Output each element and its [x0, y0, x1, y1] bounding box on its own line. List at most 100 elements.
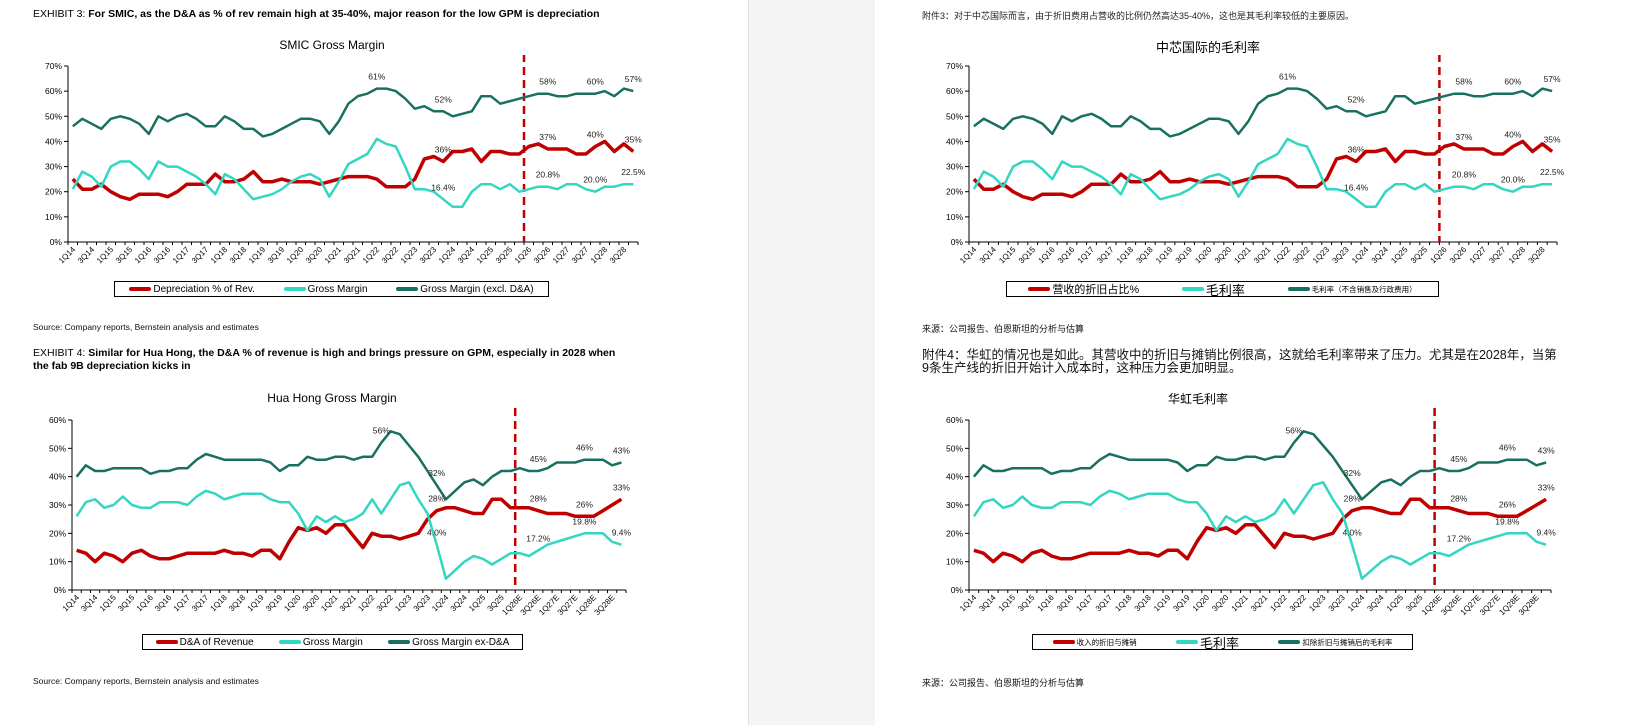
data-label: 56%	[1285, 426, 1302, 436]
y-tick-label: 10%	[45, 212, 62, 222]
data-label: 9.4%	[612, 528, 632, 538]
x-tick-label: 3Q28	[608, 245, 629, 266]
data-label: 22.5%	[1540, 167, 1565, 177]
chinese-page: 附件3：对于中芯国际而言，由于折旧费用占营收的比例仍然高达35-40%，这也是其…	[922, 0, 1637, 725]
x-tick-label: 1Q28E	[1497, 593, 1521, 617]
x-tick-label: 3Q14	[977, 593, 998, 614]
series-line-1	[972, 137, 1553, 209]
source-note-3: Source: Company reports, Bernstein analy…	[33, 322, 259, 332]
y-tick-label: 50%	[45, 111, 62, 121]
x-tick-label: 3Q18	[1135, 245, 1156, 266]
y-tick-label: 50%	[49, 443, 66, 453]
y-tick-label: 10%	[946, 557, 963, 567]
legend-label: Gross Margin (excl. D&A)	[420, 283, 534, 295]
x-tick-label: 1Q25	[467, 593, 488, 614]
data-label: 60%	[1504, 77, 1521, 87]
x-tick-label: 1Q22	[1268, 593, 1289, 614]
legend-label: D&A of Revenue	[179, 636, 254, 648]
exhibit-3-label: EXHIBIT 3:	[33, 8, 89, 20]
x-tick-label: 1Q23	[1307, 593, 1328, 614]
x-tick-label: 3Q21	[338, 593, 359, 614]
legend-item-gross-margin: 毛利率	[1181, 280, 1245, 299]
x-tick-label: 3Q23	[1331, 245, 1352, 266]
data-label: 32%	[428, 468, 445, 478]
x-tick-label: 3Q19	[1174, 245, 1195, 266]
data-label: 28%	[1344, 494, 1361, 504]
x-tick-label: 3Q18	[227, 593, 248, 614]
x-tick-label: 1Q17	[1076, 245, 1097, 266]
x-tick-label: 1Q19	[1152, 593, 1173, 614]
legend-item-da-revenue: D&A of Revenue	[155, 636, 254, 648]
y-tick-label: 30%	[946, 162, 963, 172]
data-label: 33%	[613, 482, 630, 492]
x-tick-label: 1Q24	[430, 593, 451, 614]
x-tick-label: 1Q14	[57, 245, 78, 266]
data-label: 28%	[530, 494, 547, 504]
series-line-1	[71, 137, 634, 209]
chart-smic-cn: 0%10%20%30%40%50%60%70%1Q14 3Q14 1Q15 3Q15 1…	[946, 55, 1565, 266]
series-line-0	[76, 497, 623, 564]
x-tick-label: 3Q17	[1094, 593, 1115, 614]
data-label: 32%	[1344, 468, 1361, 478]
legend-label: 毛利率	[1205, 282, 1245, 298]
data-label: 37%	[1455, 132, 1472, 142]
x-tick-label: 3Q25	[1409, 245, 1430, 266]
x-tick-label: 3Q19	[266, 245, 287, 266]
data-label: 19.8%	[572, 516, 597, 526]
exhibit-3-title: For SMIC, as the D&A as % of rev remain …	[88, 8, 600, 20]
legend-item-depreciation: 营收的折旧占比%	[1028, 281, 1139, 297]
data-label: 60%	[587, 77, 604, 87]
x-tick-label: 3Q15	[1016, 593, 1037, 614]
series-line-2	[72, 87, 634, 138]
chart-smic-en: 0%10%20%30%40%50%60%70%1Q143Q141Q153Q151…	[45, 55, 646, 266]
legend-smic-cn: 营收的折旧占比% 毛利率 毛利率（不含销售及行政费用）	[1006, 280, 1439, 299]
x-tick-label: 1Q25	[475, 245, 496, 266]
chart-title-smic: SMIC Gross Margin	[279, 38, 385, 52]
data-label: 22.5%	[621, 167, 646, 177]
source-note-4: Source: Company reports, Bernstein analy…	[33, 676, 259, 686]
x-tick-label: 3Q15	[1017, 245, 1038, 266]
data-label: 58%	[1455, 77, 1472, 87]
y-tick-label: 10%	[49, 557, 66, 567]
y-tick-label: 20%	[946, 187, 963, 197]
x-tick-label: 3Q22	[375, 593, 396, 614]
exhibit-3-heading-cn: 附件3：对于中芯国际而言，由于折旧费用占营收的比例仍然高达35-40%，这也是其…	[922, 11, 1355, 21]
x-tick-label: 3Q28E	[1517, 593, 1541, 617]
chart-title-huahong: Hua Hong Gross Margin	[267, 391, 397, 405]
x-tick-label: 3Q25	[494, 245, 515, 266]
x-tick-label: 3Q26	[1448, 245, 1469, 266]
series-line-2	[973, 87, 1553, 138]
x-tick-label: 3Q27	[570, 245, 591, 266]
data-label: 36%	[435, 145, 452, 155]
legend-swatch-green	[1278, 640, 1301, 644]
x-tick-label: 3Q19	[264, 593, 285, 614]
legend-item-gross-margin: Gross Margin	[283, 284, 368, 295]
data-label: 17.2%	[1447, 533, 1472, 543]
page-gutter	[817, 0, 875, 725]
series-line-2	[75, 430, 622, 501]
y-tick-label: 70%	[946, 61, 963, 71]
x-tick-label: 3Q19	[1171, 593, 1192, 614]
x-tick-label: 1Q18	[1115, 245, 1136, 266]
x-tick-label: 1Q17	[172, 593, 193, 614]
legend-label: Gross Margin ex-D&A	[412, 636, 510, 648]
y-tick-label: 40%	[49, 472, 66, 482]
x-tick-label: 3Q17	[190, 245, 211, 266]
data-label: 9.4%	[1536, 528, 1556, 538]
x-tick-label: 1Q23	[393, 593, 414, 614]
legend-label: 扣除折旧与摊销后的毛利率	[1302, 637, 1393, 647]
data-label: 16.4%	[431, 182, 456, 192]
data-label: 4.0%	[1342, 528, 1362, 538]
exhibit-4-label: EXHIBIT 4:	[33, 347, 89, 359]
x-tick-label: 1Q15	[98, 593, 119, 614]
x-tick-label: 1Q17	[1074, 593, 1095, 614]
data-label: 4.0%	[427, 528, 447, 538]
x-tick-label: 1Q16	[133, 245, 154, 266]
x-tick-label: 1Q19	[1154, 245, 1175, 266]
page-gutter	[748, 0, 818, 725]
x-tick-label: 1Q24	[1350, 245, 1371, 266]
chart-title-smic-cn: 中芯国际的毛利率	[1155, 40, 1260, 55]
x-tick-label: 3Q15	[114, 245, 135, 266]
y-tick-label: 40%	[946, 136, 963, 146]
x-tick-label: 3Q20	[301, 593, 322, 614]
